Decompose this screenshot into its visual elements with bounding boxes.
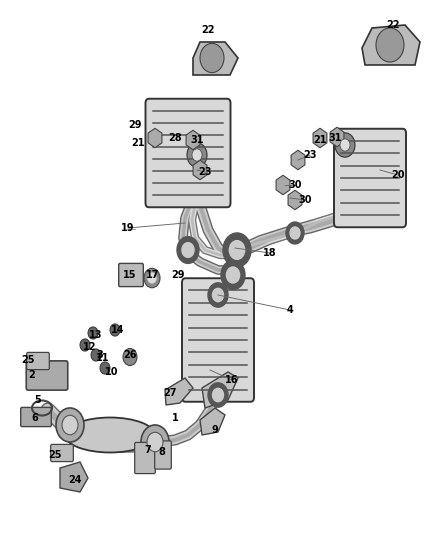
Circle shape xyxy=(226,267,240,283)
Text: 26: 26 xyxy=(123,350,137,360)
Text: —: — xyxy=(128,225,136,234)
Text: 16: 16 xyxy=(225,375,239,385)
Polygon shape xyxy=(288,190,302,209)
Text: 21: 21 xyxy=(131,138,145,148)
Polygon shape xyxy=(186,130,200,150)
Text: 27: 27 xyxy=(163,388,177,398)
Text: 14: 14 xyxy=(111,325,125,335)
Circle shape xyxy=(182,243,194,257)
Circle shape xyxy=(147,432,163,452)
Polygon shape xyxy=(165,378,193,405)
Circle shape xyxy=(212,288,223,302)
Text: 25: 25 xyxy=(21,355,35,365)
Text: 23: 23 xyxy=(303,150,317,160)
Circle shape xyxy=(230,240,245,260)
Text: 11: 11 xyxy=(96,353,110,363)
Text: 13: 13 xyxy=(89,330,103,340)
Polygon shape xyxy=(60,462,88,492)
Circle shape xyxy=(376,28,404,62)
FancyBboxPatch shape xyxy=(21,407,51,426)
Polygon shape xyxy=(291,150,305,169)
FancyBboxPatch shape xyxy=(334,129,406,227)
Text: 6: 6 xyxy=(32,413,39,423)
FancyBboxPatch shape xyxy=(182,278,254,402)
Circle shape xyxy=(212,389,223,402)
Text: 12: 12 xyxy=(83,342,97,352)
Text: 28: 28 xyxy=(168,133,182,143)
Circle shape xyxy=(141,425,169,459)
Text: 15: 15 xyxy=(123,270,137,280)
Circle shape xyxy=(232,241,243,255)
FancyBboxPatch shape xyxy=(27,352,49,369)
Polygon shape xyxy=(313,128,327,148)
Circle shape xyxy=(227,236,247,260)
FancyBboxPatch shape xyxy=(155,441,171,469)
Circle shape xyxy=(335,133,355,157)
Circle shape xyxy=(221,261,245,289)
Polygon shape xyxy=(193,160,207,180)
Polygon shape xyxy=(200,408,225,435)
Text: 30: 30 xyxy=(298,195,312,205)
Text: 19: 19 xyxy=(121,223,135,233)
Circle shape xyxy=(286,222,304,244)
FancyBboxPatch shape xyxy=(51,445,73,462)
Text: 31: 31 xyxy=(190,135,204,145)
Circle shape xyxy=(80,339,90,351)
Circle shape xyxy=(290,227,300,239)
Text: 10: 10 xyxy=(105,367,119,377)
Text: 5: 5 xyxy=(35,395,41,405)
Text: 7: 7 xyxy=(145,445,152,455)
Circle shape xyxy=(62,415,78,435)
Text: 29: 29 xyxy=(171,270,185,280)
Text: 20: 20 xyxy=(391,170,405,180)
Circle shape xyxy=(200,43,224,72)
Circle shape xyxy=(340,139,350,151)
Circle shape xyxy=(148,273,156,283)
Circle shape xyxy=(91,349,101,361)
Text: 29: 29 xyxy=(128,120,142,130)
Text: 8: 8 xyxy=(159,447,166,457)
Text: 17: 17 xyxy=(146,270,160,280)
Polygon shape xyxy=(362,25,420,65)
Text: 24: 24 xyxy=(68,475,82,485)
Polygon shape xyxy=(148,128,162,148)
Circle shape xyxy=(208,383,228,407)
Polygon shape xyxy=(330,127,344,147)
Circle shape xyxy=(177,237,199,263)
Circle shape xyxy=(144,268,160,288)
FancyBboxPatch shape xyxy=(119,263,143,287)
FancyBboxPatch shape xyxy=(26,361,68,390)
FancyBboxPatch shape xyxy=(135,442,155,474)
Circle shape xyxy=(110,324,120,336)
Circle shape xyxy=(192,149,202,161)
Text: 21: 21 xyxy=(313,135,327,145)
Text: 1: 1 xyxy=(172,413,178,423)
Text: 31: 31 xyxy=(328,133,342,143)
Text: 30: 30 xyxy=(288,180,302,190)
Circle shape xyxy=(123,349,137,366)
Text: 4: 4 xyxy=(286,305,293,315)
Text: 23: 23 xyxy=(198,167,212,177)
Text: 3: 3 xyxy=(97,350,103,360)
Text: 25: 25 xyxy=(48,450,62,460)
Ellipse shape xyxy=(65,417,155,453)
Text: 9: 9 xyxy=(212,425,219,435)
Circle shape xyxy=(187,143,207,167)
Polygon shape xyxy=(276,175,290,195)
Circle shape xyxy=(100,362,110,374)
Polygon shape xyxy=(193,42,238,75)
Circle shape xyxy=(223,233,251,267)
Circle shape xyxy=(56,408,84,442)
Text: 22: 22 xyxy=(386,20,400,30)
Polygon shape xyxy=(202,372,238,408)
Text: 18: 18 xyxy=(263,248,277,258)
FancyBboxPatch shape xyxy=(145,99,230,207)
Text: 22: 22 xyxy=(201,25,215,35)
Circle shape xyxy=(208,283,228,307)
Text: 2: 2 xyxy=(28,370,35,380)
Circle shape xyxy=(88,327,98,339)
